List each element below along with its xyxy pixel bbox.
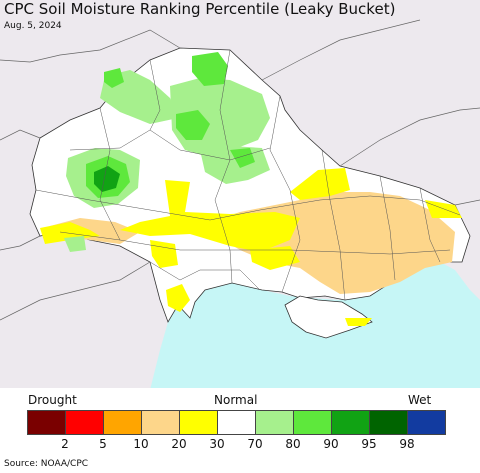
green-north xyxy=(192,52,228,86)
oblast-borders xyxy=(35,49,461,301)
legend-drought-label: Drought xyxy=(28,393,77,407)
legend-tick-label: 30 xyxy=(209,437,225,451)
legend-swatch xyxy=(407,410,446,435)
crimea xyxy=(284,295,373,339)
source-label: Source: NOAA/CPC xyxy=(4,459,89,469)
legend-ticks: 2 5 10 20 30 70 80 90 95 98 xyxy=(0,437,480,453)
legend-tick-label: 5 xyxy=(99,437,107,451)
soil-moisture-map xyxy=(0,0,480,390)
legend-swatch xyxy=(293,410,332,435)
map-title: CPC Soil Moisture Ranking Percentile (Le… xyxy=(4,0,396,18)
legend-swatch xyxy=(179,410,218,435)
legend-tick-label: 98 xyxy=(399,437,415,451)
legend-tick-label: 10 xyxy=(133,437,149,451)
yellow-south xyxy=(150,240,178,268)
legend-swatch xyxy=(103,410,142,435)
legend-swatch xyxy=(255,410,294,435)
legend-tick-label: 70 xyxy=(247,437,263,451)
yellow-odesa xyxy=(166,284,190,312)
legend-normal-label: Normal xyxy=(214,393,258,407)
legend-tick-label: 80 xyxy=(285,437,301,451)
legend-tick-label: 90 xyxy=(323,437,339,451)
green-east xyxy=(230,148,255,168)
legend-tick-label: 2 xyxy=(61,437,69,451)
country-borders xyxy=(0,19,480,321)
map-date: Aug. 5, 2024 xyxy=(4,21,62,31)
legend-swatch xyxy=(27,410,66,435)
legend-wet-label: Wet xyxy=(408,393,432,407)
yellow-north-east xyxy=(290,168,350,200)
yellow-central xyxy=(120,180,300,252)
legend: Drought Normal Wet 2 5 10 20 30 70 80 90 95 98 So… xyxy=(0,388,480,473)
darkgreen-west xyxy=(94,166,120,192)
legend-swatch xyxy=(217,410,256,435)
legend-swatch xyxy=(369,410,408,435)
green-north-small xyxy=(104,68,124,88)
lightgreen-south xyxy=(64,236,86,252)
legend-swatch xyxy=(141,410,180,435)
legend-swatch xyxy=(331,410,370,435)
yellow-south-west xyxy=(40,222,100,244)
green-central xyxy=(176,110,210,140)
yellow-crimea xyxy=(345,318,372,326)
yellow-kherson xyxy=(250,246,300,270)
legend-swatch xyxy=(65,410,104,435)
legend-color-scale xyxy=(27,410,446,435)
legend-tick-label: 20 xyxy=(171,437,187,451)
legend-tick-label: 95 xyxy=(361,437,377,451)
